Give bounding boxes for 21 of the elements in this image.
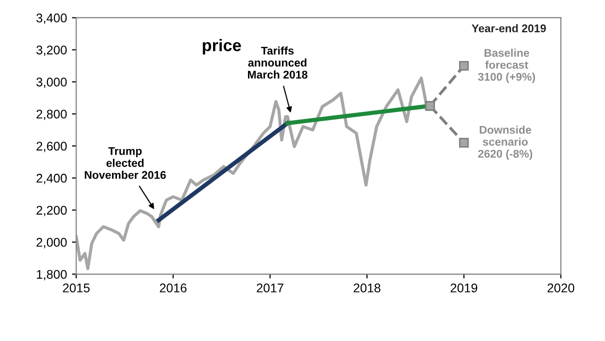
x-tick-label: 2019	[450, 284, 478, 292]
x-tick-label: 2015	[62, 284, 90, 292]
annotation: Year-end 2019	[472, 24, 546, 32]
y-tick-label: 1,800	[36, 270, 67, 280]
y-tick-label: 2,600	[36, 142, 67, 152]
y-tick-label: 3,000	[36, 78, 67, 88]
annotation: Tariffs announced March 2018	[248, 46, 308, 79]
annotation: Trump elected November 2016	[84, 147, 166, 179]
x-tick-label: 2018	[354, 284, 380, 292]
x-tick-label: 2017	[256, 284, 284, 292]
x-tick-label: 2020	[548, 284, 574, 292]
y-tick-label: 2,800	[36, 110, 67, 120]
annotation: Baseline forecast 3100 (+9%)	[478, 48, 536, 83]
y-tick-label: 3,200	[36, 46, 67, 56]
y-tick-label: 2,200	[36, 206, 67, 216]
y-tick-label: 3,400	[36, 14, 67, 24]
annotation: Downside scenario 2620 (-8%)	[478, 126, 532, 160]
y-tick-label: 2,000	[36, 238, 67, 248]
x-tick-label: 2016	[160, 284, 187, 292]
text: price	[202, 38, 241, 55]
y-tick-label: 2,400	[36, 174, 67, 184]
